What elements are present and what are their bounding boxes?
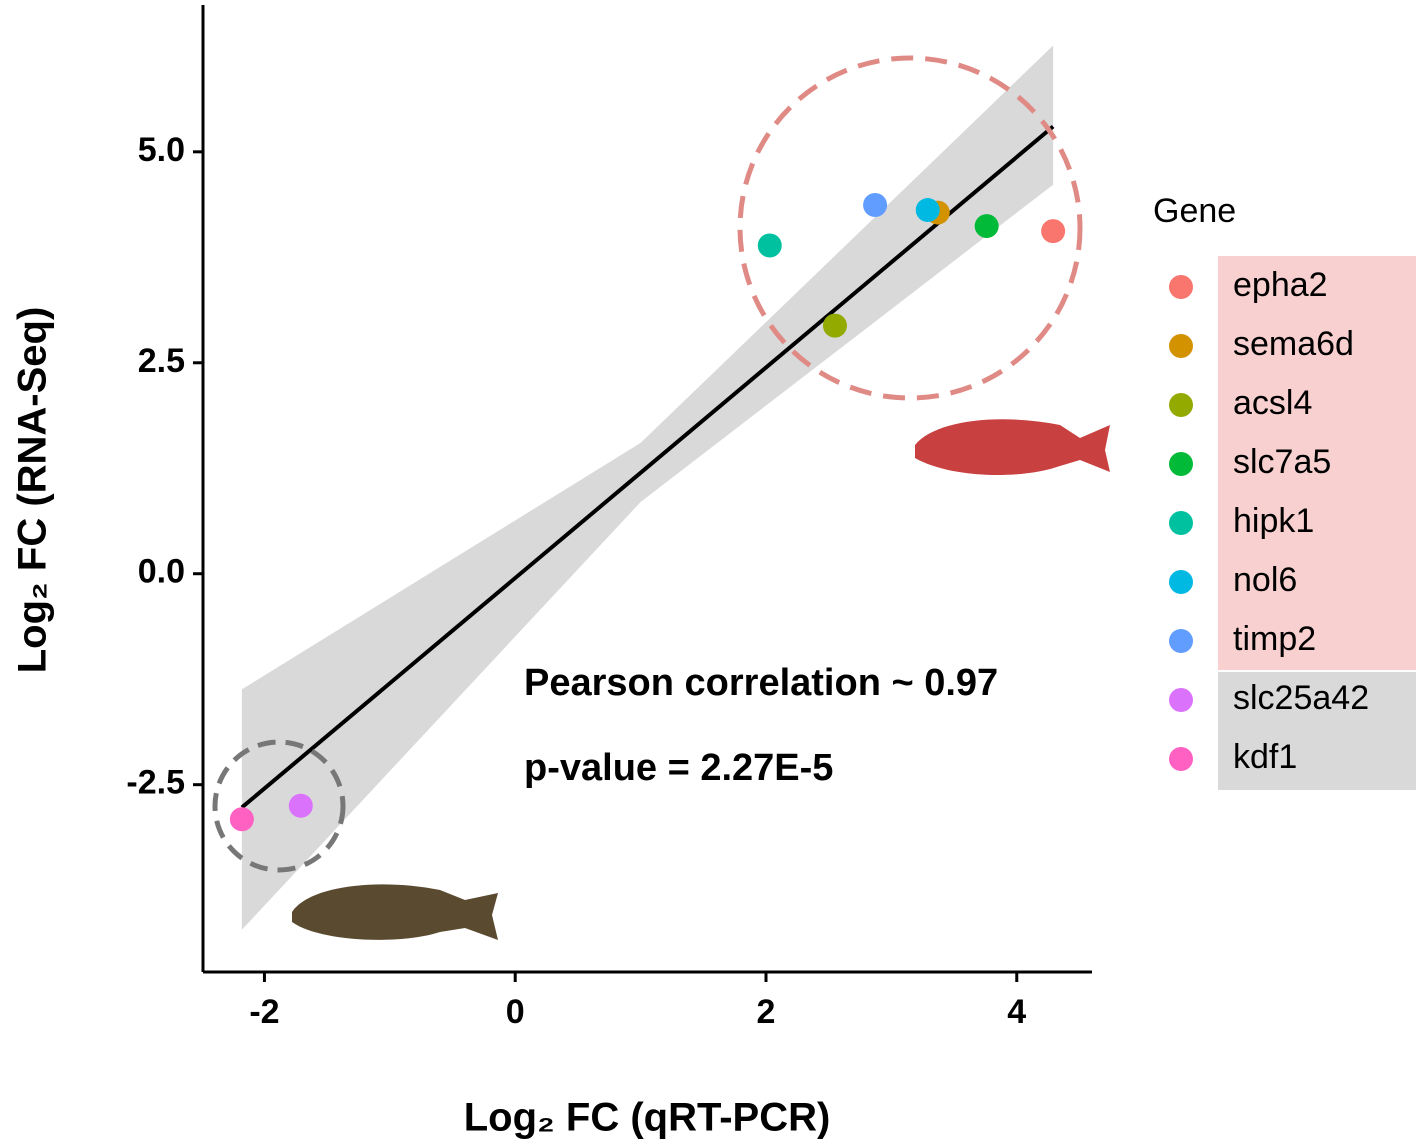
legend-label: slc25a42 (1233, 679, 1369, 717)
y-tick-label: -2.5 (126, 764, 185, 802)
x-tick-label: 0 (506, 993, 525, 1031)
legend-label: timp2 (1233, 620, 1316, 658)
legend-label: nol6 (1233, 561, 1297, 599)
brown-fish (292, 884, 498, 940)
fit-line (240, 124, 1055, 809)
highlight-circle (737, 55, 1083, 401)
point (863, 192, 888, 217)
y-tick-label: 5.0 (138, 131, 185, 169)
point (229, 807, 254, 832)
point (288, 793, 313, 818)
legend-label: sema6d (1233, 325, 1354, 363)
point (915, 198, 940, 223)
legend-highlight (1218, 256, 1416, 670)
confidence-band (241, 45, 1054, 930)
legend-swatch (1169, 334, 1193, 358)
legend-swatch (1169, 393, 1193, 417)
x-tick-label: -2 (249, 993, 279, 1031)
legend-label: acsl4 (1233, 384, 1312, 422)
point (822, 313, 847, 338)
legend-title: Gene (1153, 192, 1236, 230)
legend-swatch (1169, 511, 1193, 535)
legend-swatch (1169, 747, 1193, 771)
legend-label: epha2 (1233, 266, 1328, 304)
legend-swatch (1169, 629, 1193, 653)
x-axis-title: Log₂ FC (qRT-PCR) (464, 1096, 831, 1140)
y-axis-title: Log₂ FC (RNA-Seq) (11, 307, 55, 674)
y-tick-label: 0.0 (138, 553, 185, 591)
point (974, 214, 999, 239)
legend-swatch (1169, 570, 1193, 594)
legend-label: slc7a5 (1233, 443, 1331, 481)
x-tick-label: 4 (1007, 993, 1026, 1031)
legend-label: hipk1 (1233, 502, 1314, 540)
highlight-circle (212, 739, 346, 873)
legend-swatch (1169, 275, 1193, 299)
annotation: p-value = 2.27E-5 (524, 747, 833, 789)
y-tick-label: 2.5 (138, 342, 185, 380)
point (1041, 219, 1066, 244)
legend-swatch (1169, 688, 1193, 712)
legend-highlight (1218, 672, 1416, 790)
annotation: Pearson correlation ~ 0.97 (524, 662, 998, 704)
legend-swatch (1169, 452, 1193, 476)
x-tick-label: 2 (757, 993, 776, 1031)
legend-label: kdf1 (1233, 738, 1297, 776)
red-fish (915, 419, 1110, 476)
point (757, 233, 782, 258)
